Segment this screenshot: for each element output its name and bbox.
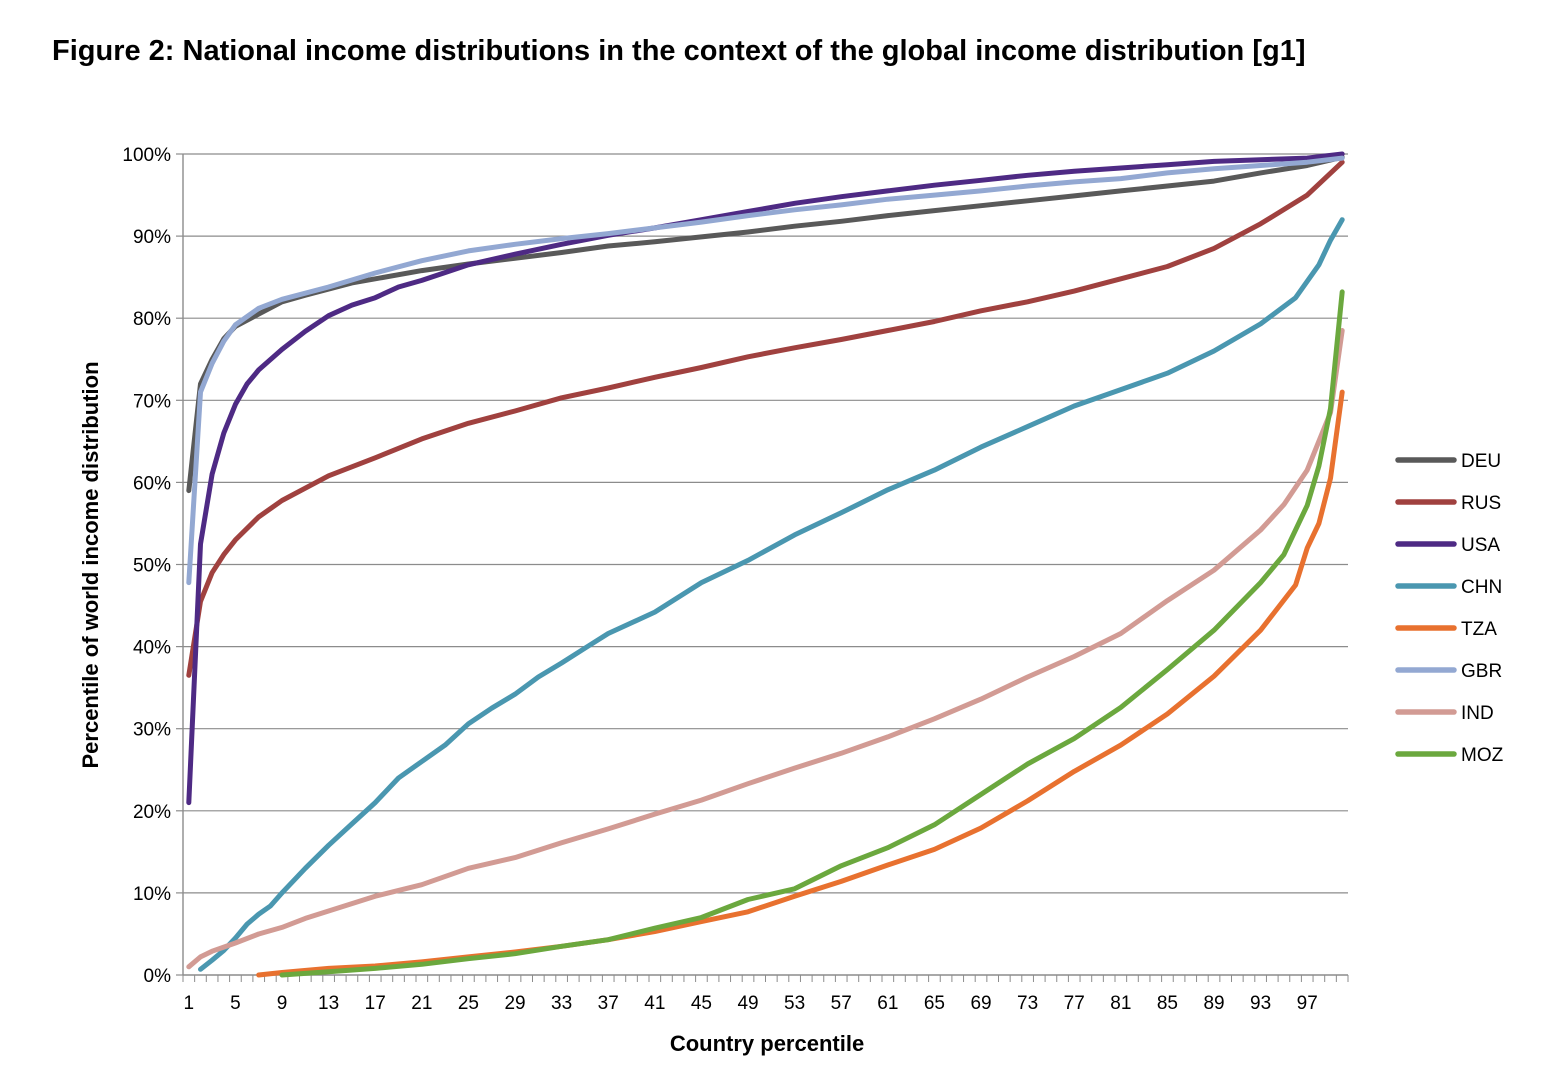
x-tick-label: 81 bbox=[1110, 993, 1131, 1014]
x-tick-label: 29 bbox=[504, 993, 525, 1014]
x-tick-label: 53 bbox=[784, 993, 805, 1014]
legend-label-rus: RUS bbox=[1461, 493, 1501, 514]
x-tick-label: 25 bbox=[458, 993, 479, 1014]
y-tick-label: 100% bbox=[122, 145, 171, 166]
series-line-ind bbox=[186, 328, 1345, 970]
x-tick-label: 37 bbox=[598, 993, 619, 1014]
y-tick-label: 60% bbox=[133, 473, 171, 494]
y-tick-label: 50% bbox=[133, 556, 171, 577]
y-axis-title: Percentile of world income distribution bbox=[78, 361, 103, 768]
series-line-usa bbox=[186, 151, 1345, 806]
x-tick-label: 57 bbox=[831, 993, 852, 1014]
x-tick-label: 85 bbox=[1157, 993, 1178, 1014]
x-axis-ticks: 1 5 9 13 17 21 25 29 33 37 41 45 49 53 57 61 65 69 73 77 81 8… bbox=[184, 993, 1318, 1014]
legend-label-deu: DEU bbox=[1461, 451, 1501, 472]
x-tick-label: 9 bbox=[277, 993, 288, 1014]
legend-label-moz: MOZ bbox=[1461, 745, 1504, 766]
x-tick-label: 45 bbox=[691, 993, 712, 1014]
series-line-rus bbox=[186, 159, 1345, 678]
x-axis-title: Country percentile bbox=[670, 1031, 864, 1056]
series-line-chn bbox=[198, 217, 1345, 972]
gridlines bbox=[183, 153, 1348, 894]
x-tick-label: 69 bbox=[970, 993, 991, 1014]
y-tick-label: 10% bbox=[133, 884, 171, 905]
legend-label-tza: TZA bbox=[1461, 619, 1497, 640]
series-line-gbr bbox=[186, 155, 1345, 586]
x-tick-label: 89 bbox=[1203, 993, 1224, 1014]
y-tick-label: 30% bbox=[133, 720, 171, 741]
y-tick-label: 40% bbox=[133, 638, 171, 659]
legend-label-chn: CHN bbox=[1461, 577, 1502, 598]
y-tick-label: 80% bbox=[133, 309, 171, 330]
legend-label-usa: USA bbox=[1461, 535, 1500, 556]
x-tick-label: 65 bbox=[924, 993, 945, 1014]
y-tick-label: 90% bbox=[133, 227, 171, 248]
axes bbox=[176, 153, 1349, 982]
y-tick-label: 0% bbox=[144, 966, 172, 987]
x-tick-label: 61 bbox=[877, 993, 898, 1014]
legend: DEU RUS USA CHN TZA GBR IND MOZ bbox=[1395, 451, 1504, 766]
x-tick-label: 13 bbox=[318, 993, 339, 1014]
series-line-deu bbox=[186, 154, 1345, 494]
x-tick-label: 73 bbox=[1017, 993, 1038, 1014]
x-tick-label: 21 bbox=[411, 993, 432, 1014]
legend-label-gbr: GBR bbox=[1461, 661, 1502, 682]
y-axis-ticks: 0% 10% 20% 30% 40% 50% 60% 70% 80% 90% 100% bbox=[122, 145, 171, 987]
x-tick-label: 5 bbox=[230, 993, 241, 1014]
series-lines bbox=[186, 151, 1345, 978]
x-tick-label: 97 bbox=[1297, 993, 1318, 1014]
x-tick-label: 77 bbox=[1064, 993, 1085, 1014]
x-tick-label: 1 bbox=[184, 993, 195, 1014]
x-tick-label: 17 bbox=[365, 993, 386, 1014]
legend-label-ind: IND bbox=[1461, 703, 1494, 724]
x-tick-label: 33 bbox=[551, 993, 572, 1014]
y-tick-label: 70% bbox=[133, 391, 171, 412]
x-tick-label: 93 bbox=[1250, 993, 1271, 1014]
chart-title: Figure 2: National income distributions … bbox=[52, 35, 1306, 67]
x-tick-label: 49 bbox=[737, 993, 758, 1014]
y-tick-label: 20% bbox=[133, 802, 171, 823]
x-tick-label: 41 bbox=[644, 993, 665, 1014]
series-line-moz bbox=[279, 289, 1345, 978]
